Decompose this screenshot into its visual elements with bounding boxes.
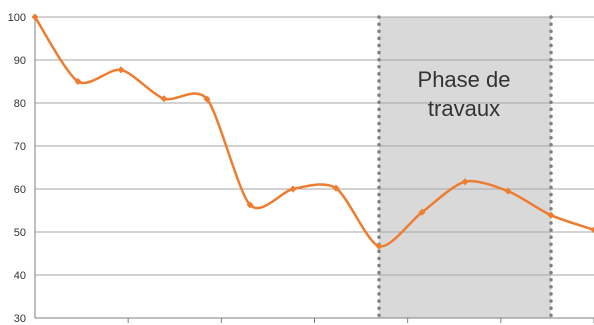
y-tick-label-50: 50 <box>14 227 26 239</box>
y-tick-label-90: 90 <box>14 55 26 67</box>
y-tick-label-30: 30 <box>14 313 26 325</box>
y-tick-label-80: 80 <box>14 98 26 110</box>
y-tick-labels: 30 40 50 60 70 80 90 100 <box>8 12 26 325</box>
annotation-label-line-1: Phase de <box>418 67 511 92</box>
y-tick-label-70: 70 <box>14 141 26 153</box>
y-tick-label-40: 40 <box>14 270 26 282</box>
data-point-2 <box>118 66 125 73</box>
y-tick-label-60: 60 <box>14 184 26 196</box>
annotation-label-line-2: travaux <box>428 96 500 121</box>
y-tick-label-100: 100 <box>8 12 26 24</box>
construction-phase-band <box>379 17 551 318</box>
band-rect <box>379 17 551 318</box>
data-point-6 <box>290 186 297 193</box>
